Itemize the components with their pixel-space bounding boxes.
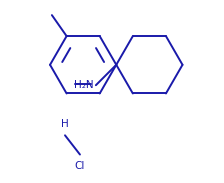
- Text: Cl: Cl: [75, 161, 85, 171]
- Text: H₂N: H₂N: [74, 80, 93, 90]
- Text: H: H: [61, 119, 69, 129]
